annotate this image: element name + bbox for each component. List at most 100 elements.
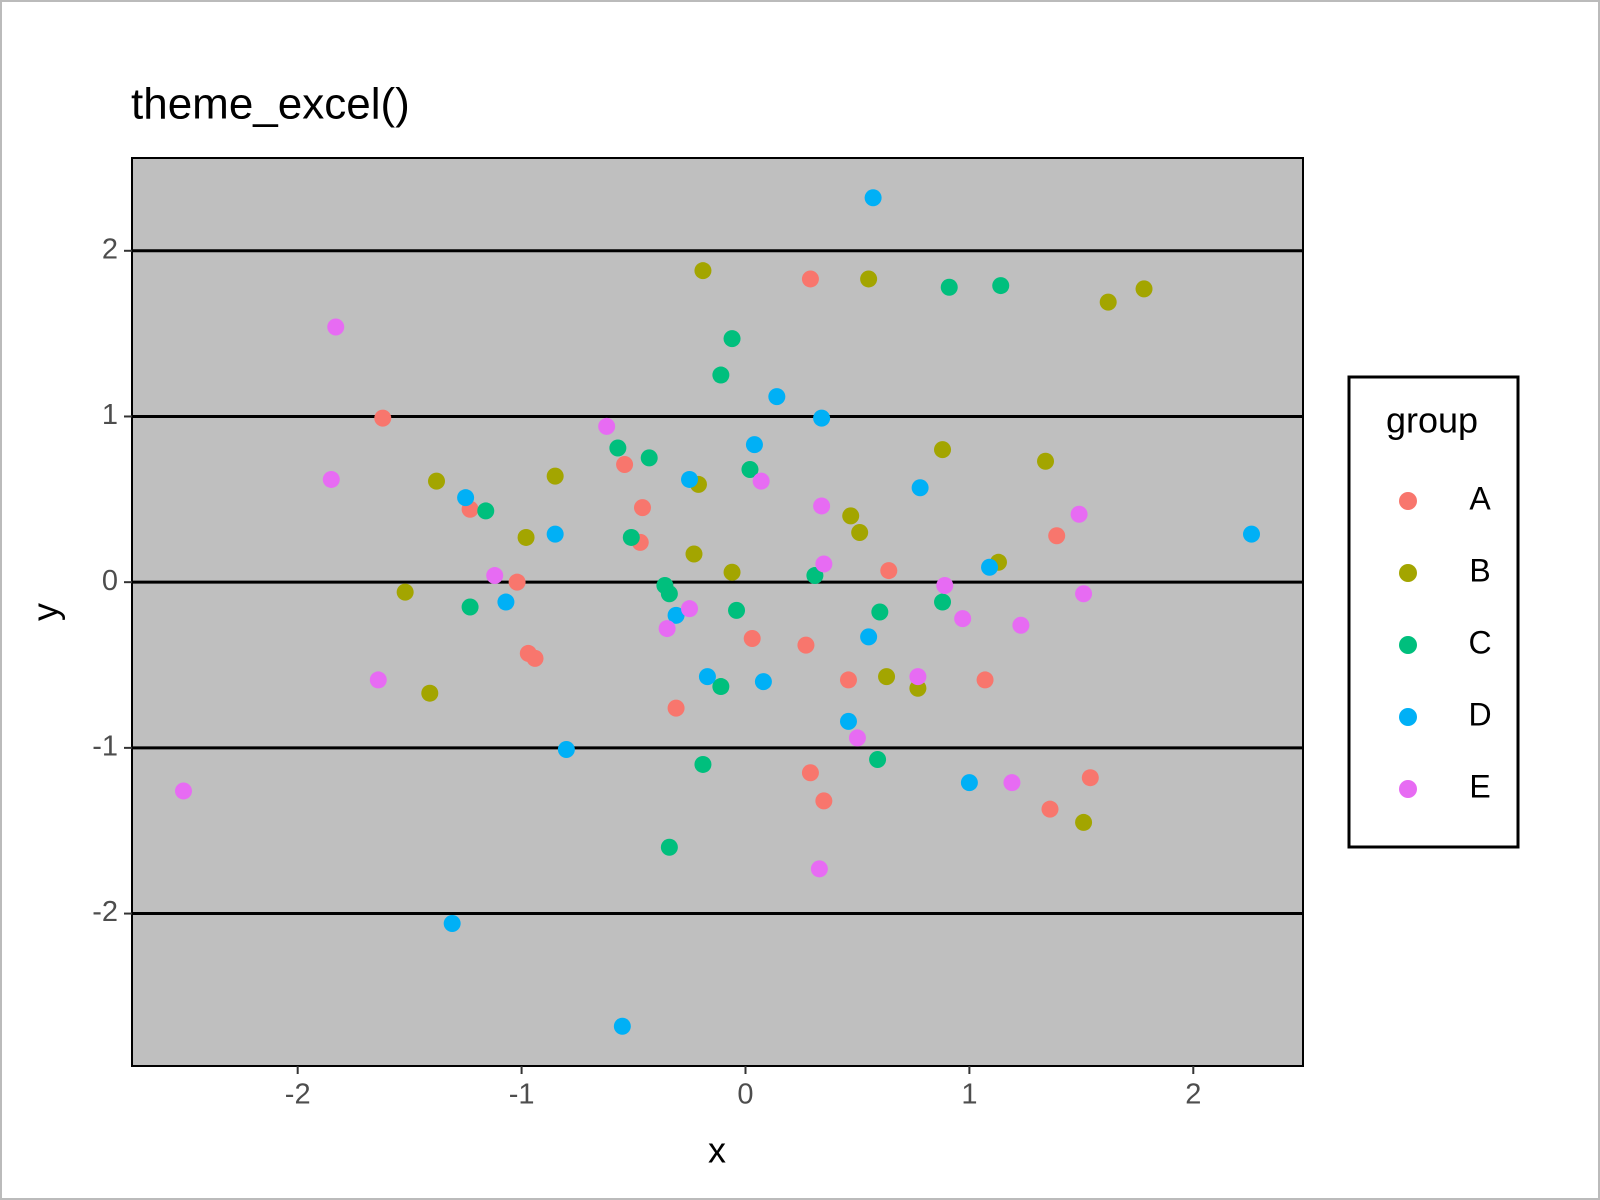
point	[797, 636, 815, 654]
legend-label: A	[1469, 480, 1491, 516]
point	[694, 755, 712, 773]
point	[681, 600, 699, 618]
point	[801, 764, 819, 782]
point	[609, 439, 627, 457]
point	[936, 576, 954, 594]
plot-panel	[131, 157, 1304, 1067]
point	[754, 673, 772, 691]
point	[174, 782, 192, 800]
legend-title: group	[1386, 400, 1478, 441]
point	[396, 583, 414, 601]
point	[878, 668, 896, 686]
legend-label: C	[1468, 624, 1491, 660]
point	[658, 620, 676, 638]
point	[712, 678, 730, 696]
point	[694, 262, 712, 280]
point	[911, 479, 929, 497]
point	[1003, 774, 1021, 792]
point	[728, 601, 746, 619]
x-tick-label: -2	[285, 1079, 311, 1111]
point	[810, 860, 828, 878]
y-tick-label: -1	[92, 731, 118, 763]
legend-label: B	[1469, 552, 1490, 588]
point	[457, 489, 475, 507]
point	[327, 318, 345, 336]
point	[934, 441, 952, 459]
point	[864, 189, 882, 207]
point	[616, 456, 634, 474]
point	[871, 603, 889, 621]
x-tick-label: 2	[1185, 1079, 1201, 1111]
y-axis-label: y	[25, 603, 66, 621]
x-axis-label: x	[708, 1130, 726, 1171]
point	[546, 525, 564, 543]
point	[813, 409, 831, 427]
legend-box	[1347, 375, 1520, 849]
point	[860, 628, 878, 646]
point	[428, 472, 446, 490]
point	[839, 671, 857, 689]
point	[633, 499, 651, 517]
y-tick-label: 1	[102, 399, 118, 431]
point	[508, 573, 526, 591]
point	[374, 409, 392, 427]
point	[960, 774, 978, 792]
point	[486, 567, 504, 585]
point	[421, 684, 439, 702]
point	[369, 671, 387, 689]
point	[815, 555, 833, 573]
chart-title: theme_excel()	[131, 80, 410, 129]
legend-swatch	[1399, 636, 1417, 654]
point	[712, 366, 730, 384]
point	[1070, 505, 1088, 523]
point	[723, 563, 741, 581]
point	[698, 668, 716, 686]
point	[981, 558, 999, 576]
y-tick-label: 0	[102, 565, 118, 597]
point	[622, 528, 640, 546]
point	[842, 507, 860, 525]
point	[1037, 452, 1055, 470]
point	[1081, 769, 1099, 787]
point	[1048, 527, 1066, 545]
point	[723, 330, 741, 348]
point	[660, 585, 678, 603]
x-tick-label: 1	[961, 1079, 977, 1111]
legend-swatch	[1399, 780, 1417, 798]
point	[557, 741, 575, 759]
point	[640, 449, 658, 467]
point	[815, 792, 833, 810]
legend-swatch	[1399, 708, 1417, 726]
legend-swatch	[1399, 564, 1417, 582]
point	[667, 606, 685, 624]
point	[839, 712, 857, 730]
point	[497, 593, 515, 611]
point	[806, 567, 824, 585]
point	[909, 668, 927, 686]
y-tick-label: 2	[102, 233, 118, 265]
point	[681, 470, 699, 488]
legend-label: D	[1468, 696, 1491, 732]
point	[741, 461, 759, 479]
point	[517, 528, 535, 546]
point	[1041, 800, 1059, 818]
point	[1012, 616, 1030, 634]
legend-label: E	[1469, 768, 1490, 804]
point	[992, 277, 1010, 295]
point	[322, 470, 340, 488]
point	[745, 436, 763, 454]
point	[768, 388, 786, 406]
point	[954, 610, 972, 628]
point	[685, 545, 703, 563]
x-tick-label: -1	[509, 1079, 535, 1111]
point	[752, 472, 770, 490]
point	[546, 467, 564, 485]
point	[613, 1017, 631, 1035]
point	[848, 729, 866, 747]
point	[743, 630, 761, 648]
point	[477, 502, 495, 520]
point	[851, 523, 869, 541]
point	[1099, 293, 1117, 311]
point	[667, 699, 685, 717]
